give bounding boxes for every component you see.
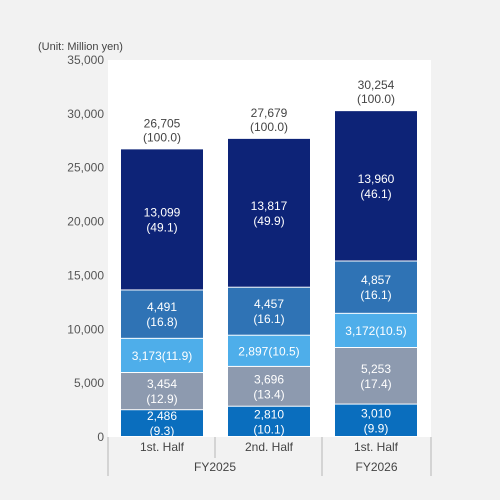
unit-label: (Unit: Million yen) (38, 41, 123, 53)
total-labels: 26,705(100.0)27,679(100.0)30,254(100.0) (143, 78, 395, 144)
y-tick-label: 5,000 (74, 376, 104, 390)
segment-label: 13,099 (144, 205, 181, 219)
x-category-label: 2nd. Half (245, 440, 294, 454)
segment-label: 4,457 (254, 297, 284, 311)
x-axis: 1st. Half 2nd. Half 1st. Half FY2025 FY2026 (107, 437, 432, 476)
segment-label: (9.9) (364, 421, 389, 435)
segment-label: (10.1) (253, 422, 284, 436)
segment-label: (49.1) (146, 220, 177, 234)
segment-label: 4,857 (361, 273, 391, 287)
x-category-label: 1st. Half (140, 440, 185, 454)
x-group-label: FY2026 (355, 460, 397, 474)
segment-labels: 2,486(9.3)3,454(12.9)3,173(11.9)4,491(16… (132, 172, 407, 438)
bar-segment (121, 290, 203, 338)
segment-label: 13,817 (251, 199, 288, 213)
bars (121, 111, 417, 436)
segment-label: (16.8) (146, 315, 177, 329)
segment-label: 2,810 (254, 407, 284, 421)
segment-label: 2,486 (147, 409, 177, 423)
segment-label: 2,897(10.5) (238, 344, 299, 358)
y-axis: 0 5,000 10,000 15,000 20,000 25,000 30,000 35,0… (67, 53, 104, 444)
bar-segment (121, 338, 203, 373)
segment-label: 13,960 (358, 172, 395, 186)
y-tick-label: 0 (97, 430, 104, 444)
bar-segment (228, 335, 310, 366)
segment-label: 4,491 (147, 300, 177, 314)
y-tick-label: 30,000 (67, 107, 104, 121)
bar-segment (228, 406, 310, 436)
total-share-label: (100.0) (250, 120, 288, 134)
bar-segment (228, 138, 310, 287)
total-share-label: (100.0) (357, 92, 395, 106)
segment-label: 3,010 (361, 406, 391, 420)
segment-label: (16.1) (253, 312, 284, 326)
bar-segment (335, 404, 417, 436)
total-value-label: 27,679 (251, 106, 288, 120)
bar-segment (121, 373, 203, 410)
bar-segment (335, 261, 417, 313)
segment-label: (16.1) (360, 288, 391, 302)
x-category-label: 1st. Half (354, 440, 399, 454)
segment-label: (13.4) (253, 387, 284, 401)
total-value-label: 30,254 (358, 78, 395, 92)
bar-segment (228, 366, 310, 406)
segment-label: 3,454 (147, 377, 177, 391)
y-tick-label: 15,000 (67, 268, 104, 282)
total-share-label: (100.0) (143, 130, 181, 144)
segment-label: (9.3) (150, 424, 175, 438)
segment-label: (49.9) (253, 214, 284, 228)
segment-label: (46.1) (360, 187, 391, 201)
bar-segment (335, 111, 417, 261)
bar-segment (228, 287, 310, 335)
y-tick-label: 20,000 (67, 215, 104, 229)
segment-label: (17.4) (360, 377, 391, 391)
bar-segment (121, 149, 203, 290)
bar-segment (335, 347, 417, 404)
x-group-label: FY2025 (194, 460, 236, 474)
segment-label: 3,173(11.9) (132, 349, 193, 363)
y-tick-label: 10,000 (67, 322, 104, 336)
y-tick-label: 25,000 (67, 161, 104, 175)
bar-segment (335, 313, 417, 347)
segment-label: (12.9) (146, 392, 177, 406)
segment-label: 3,172(10.5) (345, 324, 406, 338)
total-value-label: 26,705 (144, 116, 181, 130)
bar-segment (121, 410, 203, 436)
y-tick-label: 35,000 (67, 53, 104, 67)
segment-label: 5,253 (361, 362, 391, 376)
segment-label: 3,696 (254, 372, 284, 386)
